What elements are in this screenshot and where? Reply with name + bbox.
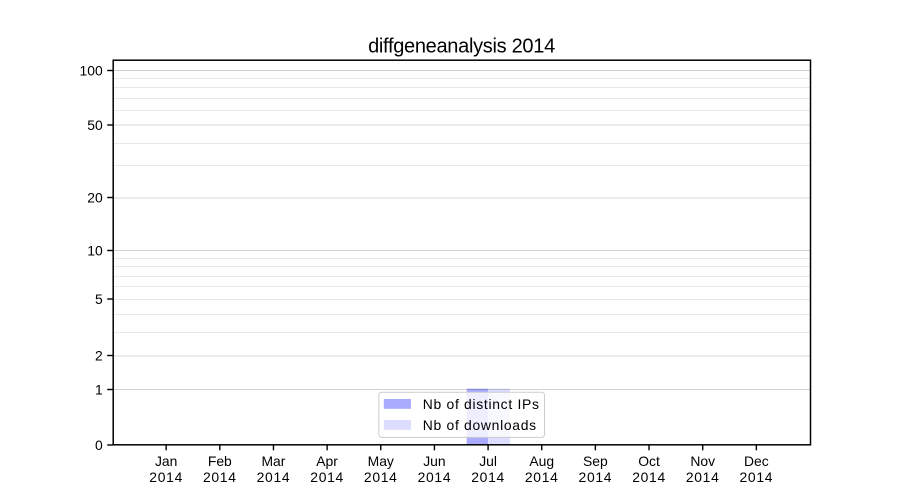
svg-text:Jan: Jan — [155, 453, 177, 469]
svg-text:5: 5 — [95, 291, 103, 307]
svg-text:2014: 2014 — [579, 469, 613, 485]
svg-text:Jul: Jul — [479, 453, 497, 469]
svg-text:2014: 2014 — [471, 469, 505, 485]
svg-text:Oct: Oct — [638, 453, 660, 469]
svg-text:0: 0 — [95, 437, 103, 453]
svg-text:Aug: Aug — [529, 453, 554, 469]
svg-text:Nb of distinct IPs: Nb of distinct IPs — [423, 396, 540, 412]
svg-text:10: 10 — [87, 243, 103, 259]
svg-text:May: May — [368, 453, 394, 469]
svg-text:2014: 2014 — [203, 469, 237, 485]
svg-text:100: 100 — [80, 63, 103, 79]
svg-text:Nov: Nov — [690, 453, 715, 469]
svg-text:2014: 2014 — [686, 469, 720, 485]
svg-text:50: 50 — [87, 117, 103, 133]
svg-text:2: 2 — [95, 348, 103, 364]
svg-text:Feb: Feb — [208, 453, 232, 469]
svg-text:2014: 2014 — [525, 469, 559, 485]
svg-text:Sep: Sep — [583, 453, 608, 469]
svg-text:2014: 2014 — [149, 469, 183, 485]
svg-text:diffgeneanalysis 2014: diffgeneanalysis 2014 — [368, 36, 555, 58]
svg-text:2014: 2014 — [739, 469, 773, 485]
svg-text:2014: 2014 — [418, 469, 452, 485]
svg-text:Mar: Mar — [261, 453, 285, 469]
svg-text:Dec: Dec — [744, 453, 769, 469]
svg-text:2014: 2014 — [632, 469, 666, 485]
svg-text:20: 20 — [87, 190, 103, 206]
svg-text:2014: 2014 — [310, 469, 344, 485]
svg-text:2014: 2014 — [257, 469, 291, 485]
svg-text:1: 1 — [95, 382, 103, 398]
svg-text:Nb of downloads: Nb of downloads — [423, 417, 537, 433]
svg-text:2014: 2014 — [364, 469, 398, 485]
svg-text:Jun: Jun — [423, 453, 445, 469]
svg-text:Apr: Apr — [316, 453, 338, 469]
